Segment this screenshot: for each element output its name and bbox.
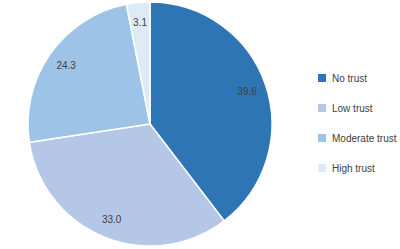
legend-swatch bbox=[318, 164, 326, 172]
legend-label: High trust bbox=[332, 163, 375, 174]
legend-item: Low trust bbox=[318, 103, 373, 114]
data-label: 33.0 bbox=[102, 214, 122, 225]
legend-swatch bbox=[318, 74, 326, 82]
legend-label: Low trust bbox=[332, 103, 373, 114]
legend-item: High trust bbox=[318, 163, 375, 174]
pie: 39.6 33.0 24.3 3.1 bbox=[28, 2, 272, 246]
legend-swatch bbox=[318, 134, 326, 142]
legend-label: Moderate trust bbox=[332, 133, 397, 144]
slice bbox=[126, 2, 150, 124]
slice bbox=[29, 124, 224, 246]
legend: No trust Low trust Moderate trust High trus… bbox=[318, 73, 397, 174]
data-label: 3.1 bbox=[133, 17, 147, 28]
legend-item: No trust bbox=[318, 73, 367, 84]
legend-item: Moderate trust bbox=[318, 133, 397, 144]
legend-swatch bbox=[318, 104, 326, 112]
legend-label: No trust bbox=[332, 73, 367, 84]
data-label: 39.6 bbox=[237, 86, 257, 97]
chart: 39.6 33.0 24.3 3.1 No trust Low trust Moderate… bbox=[0, 0, 400, 249]
data-label: 24.3 bbox=[56, 60, 76, 71]
